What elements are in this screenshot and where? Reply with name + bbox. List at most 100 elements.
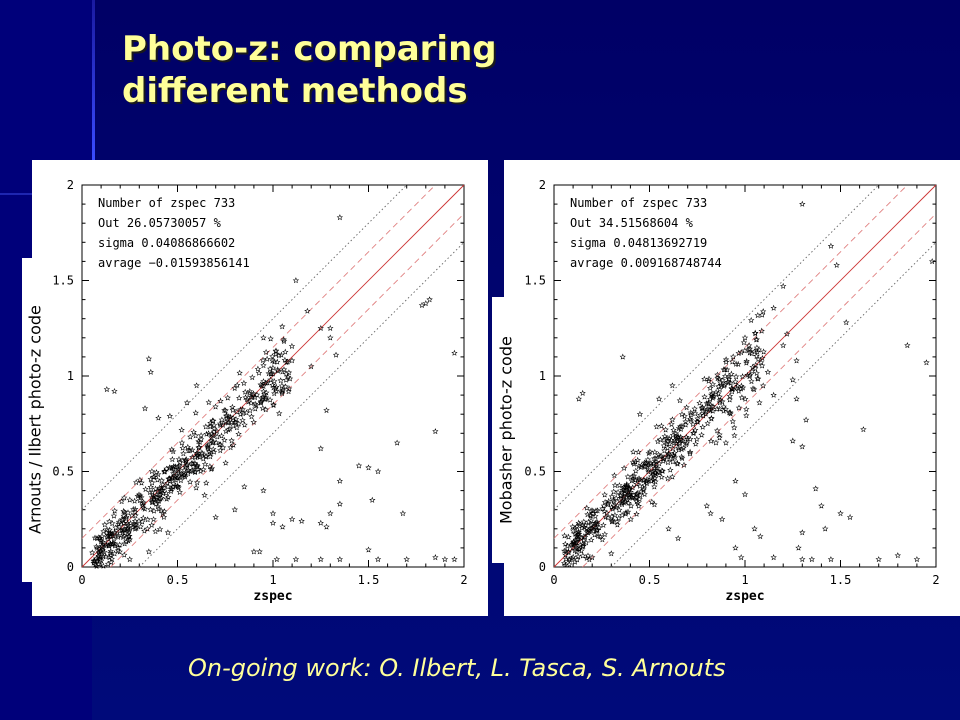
data-point (708, 391, 715, 398)
data-point (188, 460, 195, 467)
data-point (111, 530, 118, 537)
title-line-1: Photo-z: comparing (122, 29, 497, 69)
data-point (235, 420, 242, 427)
data-point (929, 258, 936, 265)
data-point (271, 358, 278, 365)
data-point (613, 494, 620, 501)
data-point (623, 484, 631, 491)
data-point (267, 335, 274, 342)
data-point (628, 493, 636, 500)
data-point (729, 358, 736, 365)
data-point (336, 214, 343, 221)
data-point (636, 476, 643, 483)
data-point (692, 426, 699, 433)
data-point (107, 540, 114, 547)
data-point (229, 422, 237, 429)
data-point (799, 529, 806, 536)
data-point (269, 519, 277, 526)
data-point (196, 443, 203, 450)
data-point (608, 513, 615, 520)
data-point (610, 497, 617, 504)
data-point (263, 355, 271, 362)
data-point (578, 547, 585, 554)
data-point (222, 427, 230, 434)
x-tick-label: 0 (78, 573, 85, 587)
data-point (752, 365, 759, 372)
data-point (182, 457, 190, 464)
data-point (654, 438, 661, 445)
data-point (259, 404, 266, 411)
data-point (603, 509, 611, 516)
data-point (234, 381, 241, 388)
data-point (95, 550, 103, 557)
data-point (207, 423, 214, 430)
data-point (611, 472, 618, 479)
data-point (743, 357, 750, 364)
data-point (714, 427, 721, 434)
data-point (394, 439, 401, 446)
data-point (257, 399, 264, 406)
data-point (170, 448, 177, 455)
data-point (267, 365, 274, 372)
stats-line: Out 34.51568604 % (570, 216, 694, 230)
data-point (671, 437, 678, 444)
data-point (94, 557, 101, 564)
y-tick-label: 1 (67, 369, 74, 383)
data-point (683, 404, 690, 411)
data-point (574, 531, 581, 538)
data-point (262, 349, 270, 356)
data-point (292, 277, 300, 284)
data-point (812, 485, 819, 492)
data-point (875, 556, 882, 563)
data-point (249, 374, 256, 381)
data-point (154, 488, 161, 495)
scatter-plot-left: 0 0.5 1 1.5 2 0 0.5 1 1.5 2 zspec Number of zspec 7… (52, 178, 467, 604)
data-point (164, 529, 172, 536)
data-point (160, 513, 168, 520)
data-point (633, 480, 640, 487)
data-point (166, 475, 173, 482)
data-point (89, 549, 96, 556)
data-point (147, 483, 154, 490)
data-point (596, 524, 603, 531)
data-point (264, 379, 271, 386)
data-point (138, 479, 145, 486)
data-point (285, 388, 292, 395)
data-point (94, 557, 101, 564)
data-point (224, 394, 231, 401)
data-point (716, 386, 723, 393)
data-point (735, 349, 742, 356)
data-point (279, 323, 286, 330)
data-point (141, 405, 149, 412)
data-point (116, 527, 124, 534)
data-point (683, 433, 690, 440)
data-point (250, 418, 257, 425)
data-point (799, 200, 806, 207)
data-point (655, 451, 662, 458)
data-point (658, 422, 665, 429)
data-point (374, 468, 382, 475)
data-point (641, 490, 648, 497)
data-point (145, 355, 152, 362)
data-point (265, 370, 272, 377)
data-point (596, 533, 604, 540)
data-point (699, 404, 706, 411)
data-point (168, 464, 175, 471)
data-point (123, 538, 130, 545)
data-point (743, 405, 750, 412)
data-point (288, 515, 296, 523)
data-point (622, 509, 630, 516)
data-point (630, 472, 638, 479)
data-point (270, 401, 277, 408)
data-point (140, 499, 147, 506)
data-point (600, 502, 607, 509)
data-point (618, 499, 626, 506)
data-point (611, 511, 619, 518)
data-point (308, 363, 315, 370)
data-point (241, 483, 248, 490)
data-point (134, 492, 141, 499)
data-point (183, 456, 190, 463)
data-point (591, 531, 598, 538)
dashed-envelope-lower (582, 213, 937, 568)
data-point (199, 450, 206, 457)
